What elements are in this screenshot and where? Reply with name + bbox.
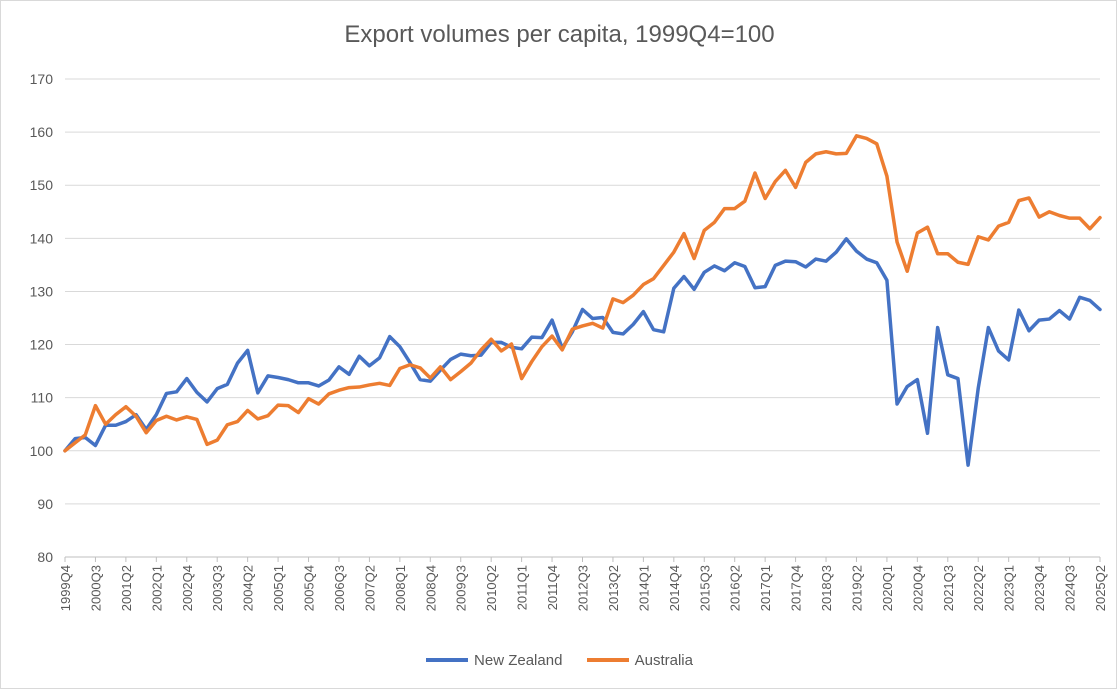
- x-tick-label: 2017Q4: [789, 565, 804, 611]
- x-tick-label: 2016Q2: [728, 565, 743, 611]
- x-tick-label: 2019Q2: [849, 565, 864, 611]
- legend-item-new-zealand: New Zealand: [426, 652, 562, 669]
- legend-swatch-australia: [586, 658, 629, 662]
- x-tick-label: 2025Q2: [1093, 565, 1108, 611]
- x-tick-label: 2009Q3: [454, 565, 469, 611]
- x-tick-label: 2007Q2: [362, 565, 377, 611]
- y-tick-label: 140: [30, 230, 54, 246]
- x-tick-label: 2023Q1: [1002, 565, 1017, 611]
- x-tick-label: 2002Q4: [180, 565, 195, 611]
- x-tick-label: 2017Q1: [758, 565, 773, 611]
- x-tick-label: 2014Q1: [636, 565, 651, 611]
- x-tick-label: 2020Q4: [910, 565, 925, 611]
- x-axis-ticks: 1999Q4 2000Q3 2001Q2 2002Q1 2002Q4 2003Q3 2004…: [58, 557, 1108, 611]
- y-tick-label: 120: [30, 337, 54, 353]
- series-line-new-zealand: [63, 237, 1102, 467]
- y-axis-ticks: 80 90 100 110 120 130 140 150 160 170: [30, 71, 54, 565]
- legend: New Zealand Australia: [1, 649, 1117, 669]
- y-tick-label: 170: [30, 71, 54, 87]
- x-tick-label: 2023Q4: [1032, 565, 1047, 611]
- chart-title: Export volumes per capita, 1999Q4=100: [344, 21, 775, 48]
- legend-swatch-new-zealand: [426, 658, 469, 662]
- x-tick-label: 2005Q4: [302, 565, 317, 611]
- y-tick-label: 90: [37, 496, 53, 512]
- x-tick-label: 2011Q1: [515, 565, 530, 610]
- y-tick-label: 80: [37, 549, 53, 565]
- legend-label-australia: Australia: [634, 651, 693, 669]
- x-tick-label: 2004Q2: [241, 565, 256, 611]
- x-tick-label: 2018Q3: [819, 565, 834, 611]
- x-tick-label: 2006Q3: [332, 565, 347, 611]
- y-tick-label: 160: [30, 124, 54, 140]
- x-tick-label: 2012Q3: [576, 565, 591, 611]
- series-line-australia: [63, 134, 1102, 453]
- x-tick-label: 2002Q1: [149, 565, 164, 611]
- y-tick-label: 150: [30, 177, 54, 193]
- x-tick-label: 1999Q4: [58, 565, 73, 611]
- x-tick-label: 2008Q1: [393, 565, 408, 611]
- legend-item-australia: Australia: [586, 651, 693, 669]
- x-tick-label: 2015Q3: [697, 565, 712, 611]
- gridlines: [65, 78, 1100, 558]
- y-tick-label: 110: [31, 390, 54, 406]
- x-tick-label: 2022Q2: [971, 565, 986, 611]
- y-tick-label: 100: [30, 443, 54, 459]
- legend-label-new-zealand: New Zealand: [474, 651, 563, 669]
- x-tick-label: 2021Q3: [941, 565, 956, 611]
- x-tick-label: 2013Q2: [606, 565, 621, 611]
- x-tick-label: 2003Q3: [210, 565, 225, 611]
- x-tick-label: 2001Q2: [119, 565, 134, 611]
- x-tick-label: 2014Q4: [667, 565, 682, 611]
- x-tick-label: 2010Q2: [484, 565, 499, 611]
- x-tick-label: 2020Q1: [880, 565, 895, 611]
- y-tick-label: 130: [30, 283, 54, 299]
- x-tick-label: 2005Q1: [271, 565, 286, 611]
- x-tick-label: 2024Q3: [1063, 565, 1078, 611]
- series-lines: [63, 134, 1102, 467]
- x-tick-label: 2000Q3: [88, 565, 103, 611]
- x-tick-label: 2008Q4: [423, 565, 438, 611]
- x-tick-label: 2011Q4: [545, 565, 560, 610]
